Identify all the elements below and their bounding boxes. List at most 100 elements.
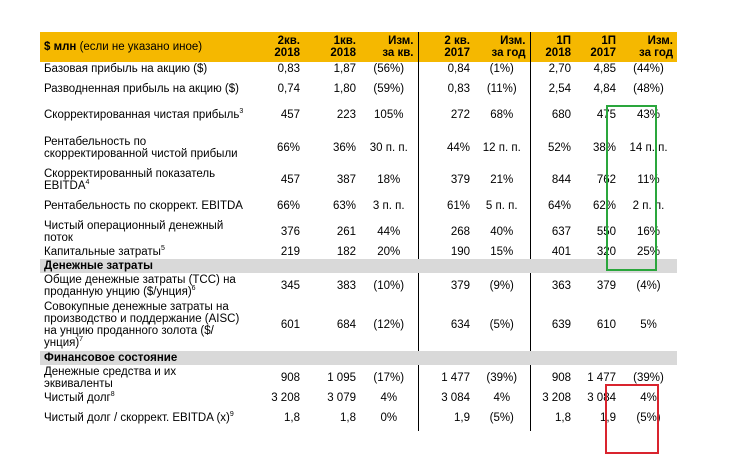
section-spacer	[474, 259, 530, 273]
row-label: Рентабельность по скорректированной чист…	[44, 135, 238, 160]
table-cell: 2,54	[548, 83, 571, 95]
table-cell: 457	[280, 174, 300, 186]
table-cell: 38%	[592, 141, 616, 154]
table-cell: 363	[551, 280, 571, 292]
header-row: $ млн (если не указано иное) 2кв. 2018 1к…	[40, 32, 677, 62]
table-cell: 1 095	[327, 372, 356, 384]
section-spacer	[418, 351, 474, 365]
table-cell: (56%)	[373, 63, 405, 75]
table-cell: 12 п. п.	[474, 128, 531, 167]
table-cell: 1,9	[417, 405, 474, 431]
table-cell: (5%)	[474, 299, 531, 351]
table-cell: 387	[336, 174, 356, 186]
row-label: Скорректированный показатель EBITDA4	[44, 168, 216, 192]
section-cash-costs: Денежные затраты	[40, 259, 677, 273]
table-cell: 64%	[547, 200, 571, 212]
table-cell: 272	[417, 102, 474, 128]
header-h1-2018: 1П 2018	[530, 32, 575, 62]
row-label: Совокупные денежные затраты на производс…	[44, 301, 240, 349]
table-cell: 1,9	[600, 412, 616, 424]
header-q1-2018: 1кв. 2018	[304, 32, 360, 62]
table-cell: 1 477	[587, 372, 616, 384]
table-row: Базовая прибыль на акцию ($) 0,83 1,87 (56%…	[40, 62, 677, 76]
table-cell: 1,8	[340, 412, 356, 424]
table-cell: 66%	[276, 200, 300, 212]
footnote-marker: 3	[239, 108, 244, 116]
header-h1-yoy-change: Изм. за год	[620, 32, 677, 62]
footnote-marker: 6	[191, 285, 196, 293]
section-spacer	[530, 259, 575, 273]
row-label: Чистый долг8	[44, 391, 115, 404]
table-row: Рентабельность по скорректированной чист…	[40, 128, 677, 167]
table-cell: (1%)	[474, 62, 531, 76]
table-cell: 1,8	[284, 412, 300, 424]
row-label: Капитальные затраты5	[44, 245, 165, 258]
section-spacer	[418, 259, 474, 273]
header-h1-2017: 1П 2017	[575, 32, 620, 62]
header-yoy-change: Изм. за год	[474, 32, 531, 62]
table-cell: 634	[417, 299, 474, 351]
table-cell: 3 084	[417, 391, 474, 405]
footnote-marker: 5	[160, 245, 165, 253]
table-cell: 0,74	[277, 83, 300, 95]
table-cell: 1,80	[333, 83, 356, 95]
footnote-marker: 7	[79, 336, 84, 344]
table-cell: (48%)	[633, 83, 664, 95]
table-row: Денежные средства и их эквиваленты 908 1 0…	[40, 365, 677, 391]
table-row: Чистый операционный денежный поток 376 261…	[40, 219, 677, 245]
table-cell: 345	[280, 280, 300, 292]
table-cell: 844	[551, 174, 571, 186]
row-label: Базовая прибыль на акцию ($)	[44, 63, 208, 75]
table-cell: 3 079	[327, 392, 356, 404]
table-cell: 43%	[636, 109, 661, 121]
section-spacer	[248, 259, 304, 273]
table-cell: (11%)	[474, 76, 531, 102]
table-cell: 4%	[380, 392, 398, 404]
table-cell: 637	[551, 226, 571, 238]
table-cell: (39%)	[633, 372, 664, 384]
table-row: Чистый долг8 3 208 3 079 4% 3 084 4% 3 208 3 08…	[40, 391, 677, 405]
section-spacer	[620, 259, 677, 273]
table-cell: 0,83	[277, 63, 300, 75]
table-cell: (44%)	[633, 63, 664, 75]
table-cell: 0,83	[417, 76, 474, 102]
table-cell: 40%	[474, 219, 531, 245]
table-cell: (59%)	[373, 83, 405, 95]
table-cell: 20%	[377, 246, 401, 258]
table-cell: 4%	[640, 392, 657, 404]
table-cell: 30 п. п.	[369, 141, 408, 154]
table-cell: 1 477	[417, 365, 474, 391]
section-spacer	[474, 351, 530, 365]
table-cell: 190	[417, 245, 474, 259]
table-cell: 63%	[332, 200, 356, 212]
table-cell: 376	[280, 226, 300, 238]
table-cell: 3 п. п.	[372, 200, 405, 212]
table-cell: (17%)	[373, 372, 405, 384]
table-cell: 219	[280, 246, 300, 258]
table-cell: 61%	[417, 193, 474, 219]
table-row: Рентабельность по скоррект. EBITDA 66% 63%…	[40, 193, 677, 219]
table-cell: 457	[280, 109, 300, 121]
table-cell: (4%)	[636, 280, 661, 292]
table-cell: 0%	[380, 412, 398, 424]
table-cell: 15%	[474, 245, 531, 259]
table-cell: 610	[596, 319, 616, 331]
table-cell: 182	[336, 246, 356, 258]
table-cell: 2 п. п.	[632, 200, 665, 212]
section-spacer	[575, 259, 620, 273]
section-title: Денежные затраты	[40, 259, 248, 273]
table-cell: 36%	[332, 141, 356, 154]
table-cell: 762	[596, 174, 616, 186]
section-spacer	[360, 351, 418, 365]
table-cell: 18%	[377, 174, 401, 186]
row-label: Общие денежные затраты (ТСС) на проданну…	[44, 274, 236, 298]
section-title: Финансовое состояние	[40, 351, 248, 365]
row-label: Чистый долг / скоррект. EBITDA (x)9	[44, 411, 234, 424]
row-label: Скорректированная чистая прибыль3	[44, 108, 244, 121]
table-cell: 379	[417, 167, 474, 193]
table-cell: 550	[596, 226, 616, 238]
table-row: Капитальные затраты5 219 182 20% 190 15% 401 32…	[40, 245, 677, 259]
table-cell: 684	[336, 319, 356, 331]
table-cell: 52%	[547, 141, 571, 154]
